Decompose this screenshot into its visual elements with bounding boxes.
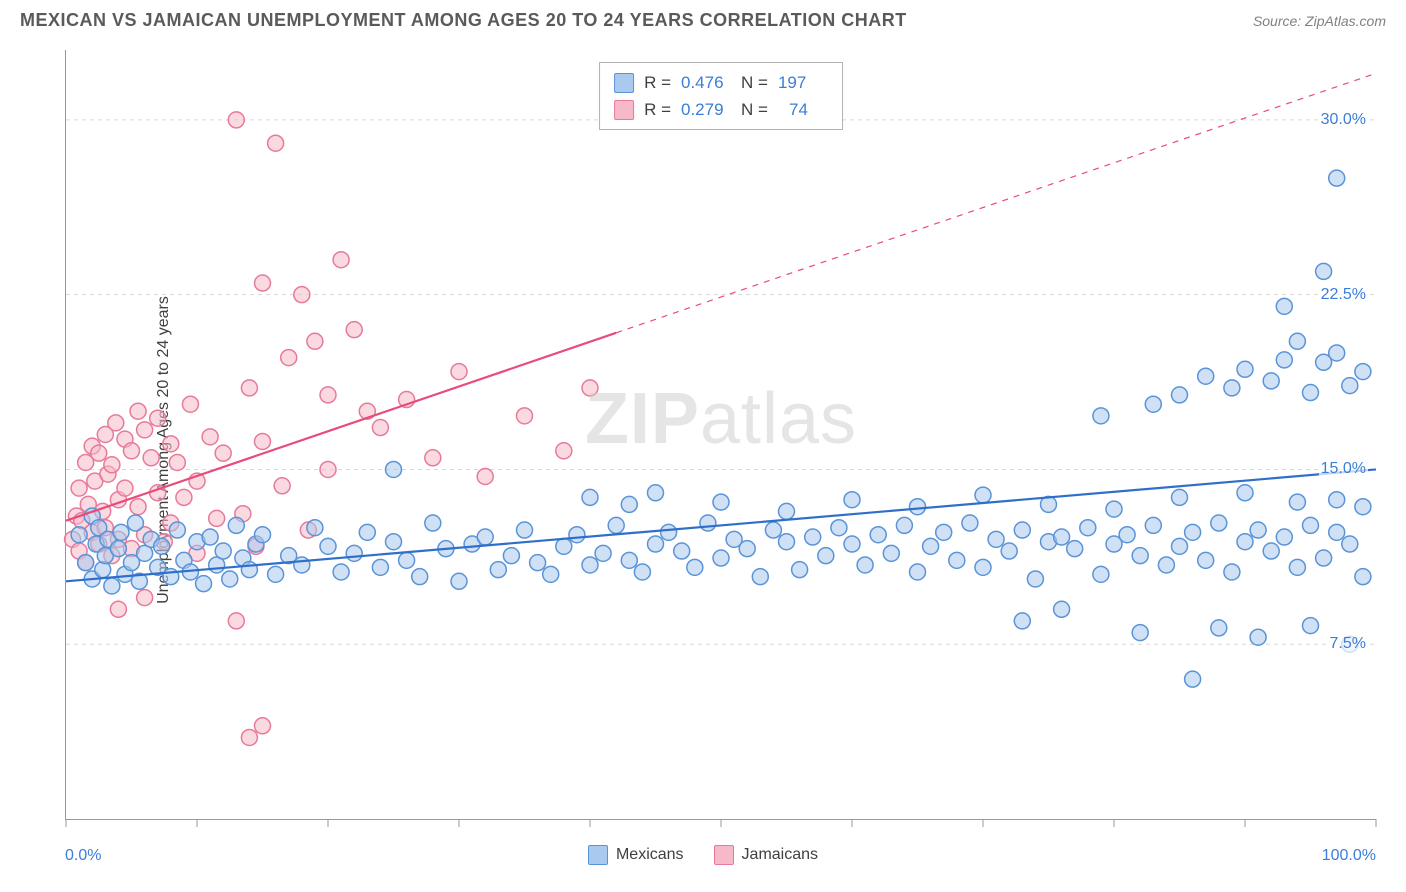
- stats-legend: R = 0.476 N = 197 R = 0.279 N = 74: [599, 62, 843, 130]
- r-value-jamaicans: 0.279: [681, 96, 731, 123]
- swatch-jamaicans: [614, 100, 634, 120]
- legend-item-jamaicans: Jamaicans: [714, 845, 818, 865]
- n-value-jamaicans: 74: [778, 96, 808, 123]
- y-tick-label: 30.0%: [1319, 111, 1368, 129]
- r-label: R =: [644, 69, 671, 96]
- series-legend: Mexicans Jamaicans: [20, 845, 1386, 865]
- n-label: N =: [741, 96, 768, 123]
- swatch-mexicans: [614, 73, 634, 93]
- chart-title: MEXICAN VS JAMAICAN UNEMPLOYMENT AMONG A…: [20, 10, 907, 31]
- source-label: Source: ZipAtlas.com: [1253, 13, 1386, 29]
- legend-item-mexicans: Mexicans: [588, 845, 684, 865]
- swatch-icon: [714, 845, 734, 865]
- legend-label-mexicans: Mexicans: [616, 846, 684, 864]
- stats-row-jamaicans: R = 0.279 N = 74: [614, 96, 828, 123]
- plot-area: ZIPatlas R = 0.476 N = 197 R = 0.279 N =…: [65, 50, 1376, 820]
- n-value-mexicans: 197: [778, 69, 828, 96]
- scatter-svg: [66, 50, 1376, 819]
- swatch-icon: [588, 845, 608, 865]
- r-label: R =: [644, 96, 671, 123]
- n-label: N =: [741, 69, 768, 96]
- legend-label-jamaicans: Jamaicans: [742, 846, 818, 864]
- r-value-mexicans: 0.476: [681, 69, 731, 96]
- stats-row-mexicans: R = 0.476 N = 197: [614, 69, 828, 96]
- chart-container: Unemployment Among Ages 20 to 24 years Z…: [20, 35, 1386, 865]
- y-tick-label: 7.5%: [1328, 635, 1368, 653]
- y-tick-label: 15.0%: [1319, 460, 1368, 478]
- y-tick-label: 22.5%: [1319, 286, 1368, 304]
